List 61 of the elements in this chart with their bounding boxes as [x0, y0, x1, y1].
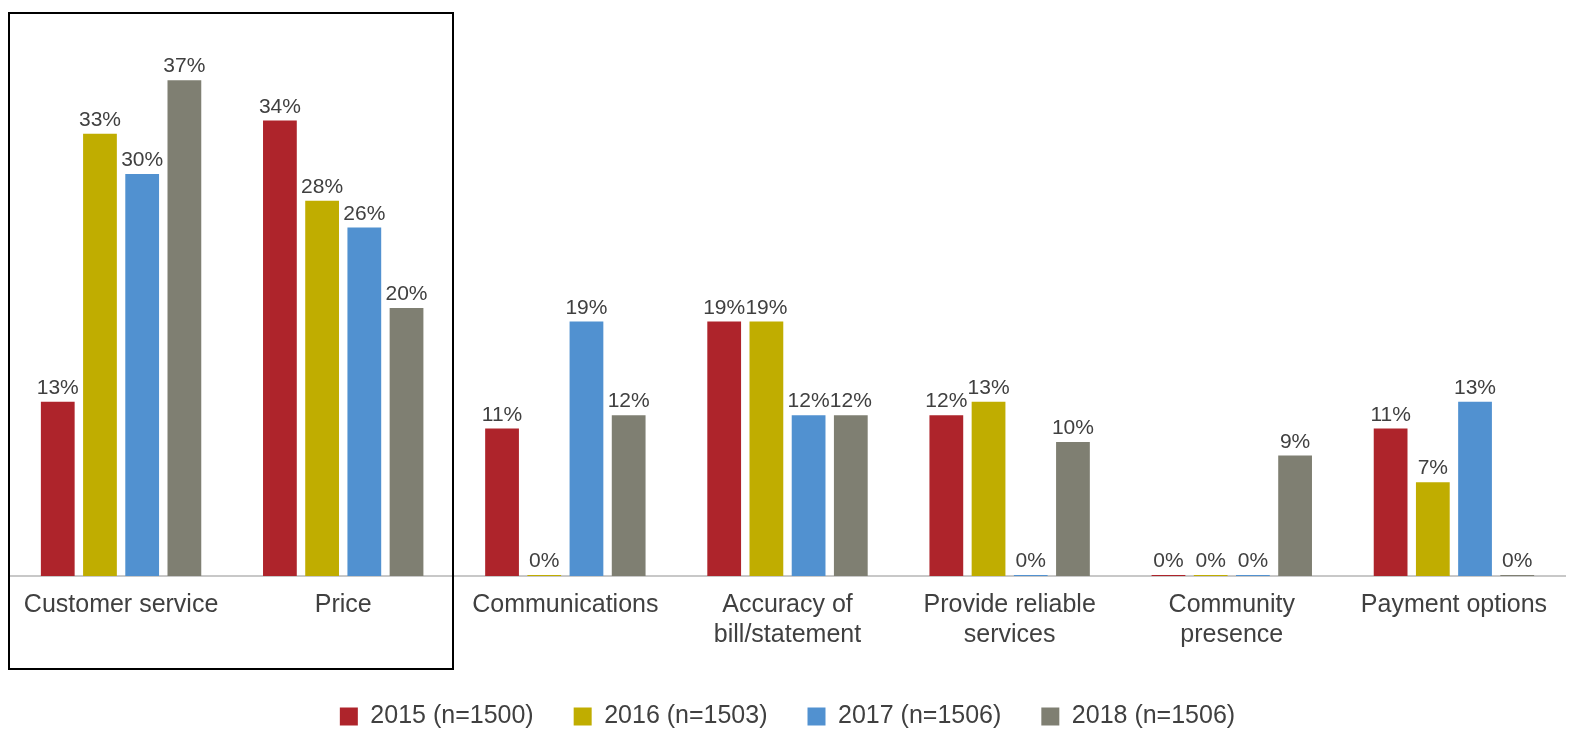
bar	[125, 174, 160, 576]
data-label: 0%	[1153, 548, 1184, 572]
bar	[83, 133, 117, 576]
data-label: 19%	[565, 294, 608, 318]
data-label: 33%	[78, 107, 121, 131]
data-label: 0%	[1195, 548, 1226, 572]
bar	[167, 80, 202, 576]
bar	[569, 321, 604, 576]
legend-label: 2018 (n=1506)	[1071, 700, 1236, 729]
data-label: 26%	[343, 200, 386, 224]
bar	[305, 200, 339, 576]
data-label: 0%	[1237, 548, 1269, 572]
data-label: 13%	[1454, 375, 1497, 399]
bar	[971, 401, 1006, 576]
data-label: 19%	[703, 294, 746, 318]
legend-label: 2017 (n=1506)	[838, 700, 1002, 729]
data-label: 12%	[925, 388, 968, 412]
data-label: 30%	[121, 147, 164, 171]
data-label: 13%	[967, 375, 1010, 399]
bar	[1056, 442, 1090, 576]
x-tick-label: Communications	[472, 588, 659, 617]
bar	[791, 415, 826, 576]
data-label: 0%	[529, 548, 560, 572]
bar	[1415, 482, 1450, 576]
bar	[707, 321, 742, 576]
bar	[929, 415, 964, 576]
data-label: 0%	[1015, 548, 1046, 572]
bar	[1373, 428, 1408, 576]
data-label: 12%	[607, 388, 650, 412]
bar	[263, 120, 297, 576]
data-label: 34%	[258, 93, 301, 117]
bar	[485, 428, 519, 576]
legend-label: 2016 (n=1503)	[604, 700, 768, 729]
x-tick-label: Payment options	[1360, 588, 1548, 617]
bar	[1278, 455, 1312, 576]
data-label: 28%	[301, 174, 344, 198]
data-label: 9%	[1279, 428, 1311, 452]
bar	[389, 308, 424, 576]
data-label: 11%	[481, 401, 523, 425]
x-tick-label: Price	[314, 588, 372, 617]
data-label: 20%	[385, 281, 428, 305]
data-label: 11%	[1370, 401, 1411, 425]
data-label: 13%	[36, 375, 79, 399]
data-label: 10%	[1051, 415, 1094, 439]
bar	[1458, 401, 1492, 576]
data-label: 12%	[787, 388, 830, 412]
data-label: 7%	[1417, 455, 1448, 479]
bar	[749, 321, 784, 576]
bar	[40, 401, 75, 576]
data-label: 19%	[745, 294, 788, 318]
data-label: 0%	[1502, 548, 1533, 572]
x-tick-label: Customer service	[23, 588, 219, 617]
bar	[611, 415, 646, 576]
bar	[347, 227, 382, 576]
x-tick-label: Community presence	[1168, 588, 1296, 647]
legend-label: 2015 (n=1500)	[370, 700, 534, 729]
bar	[833, 415, 868, 576]
data-label: 37%	[163, 53, 206, 77]
x-tick-label: Provide reliable services	[923, 588, 1096, 647]
x-tick-label: Accuracy of bill/statement	[713, 588, 862, 647]
data-label: 12%	[829, 388, 872, 412]
